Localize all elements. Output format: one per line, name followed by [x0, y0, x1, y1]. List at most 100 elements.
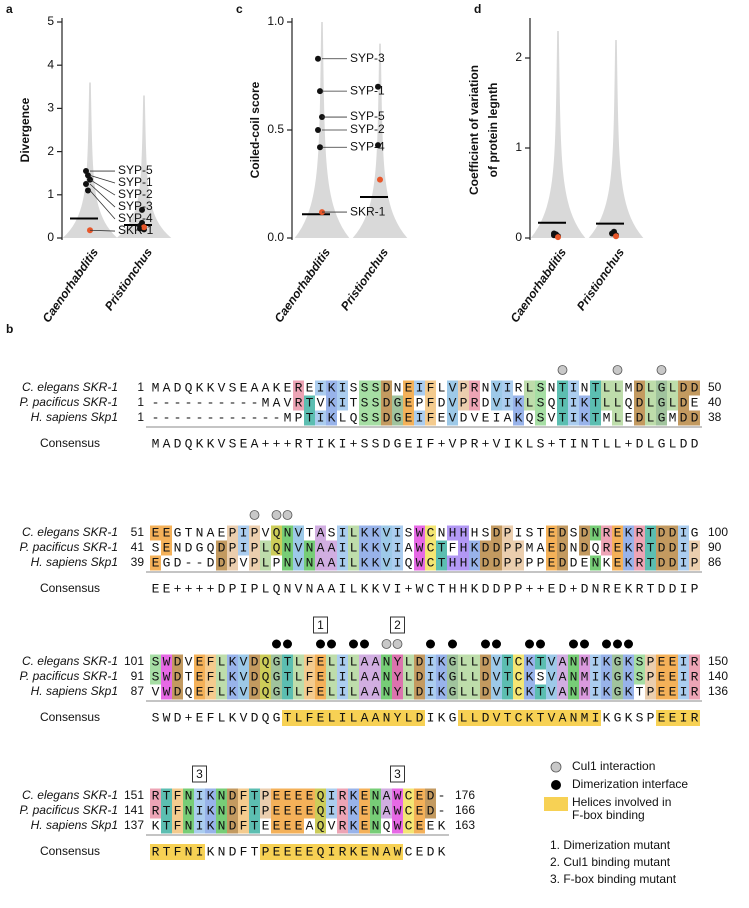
residue-bg: [249, 654, 260, 670]
end-number: 140: [708, 669, 728, 683]
dimer-marker: [272, 639, 281, 649]
residue-bg: [491, 669, 502, 685]
residue-bg: [293, 818, 304, 834]
residue-bg: [579, 525, 590, 541]
residue-bg: [634, 525, 645, 541]
residue-bg: [293, 803, 304, 819]
residue-bg: [557, 654, 568, 670]
panel-label: b: [6, 322, 13, 336]
residue-bg: [678, 669, 689, 685]
residue-bg: [645, 540, 656, 556]
residue-bg: [667, 395, 678, 411]
leader-line: [89, 190, 116, 220]
residue-bg: [359, 525, 370, 541]
point-label: SYP-1: [350, 83, 385, 97]
residue-bg: [656, 555, 667, 571]
residue-bg: [469, 669, 480, 685]
residue-bg: [172, 654, 183, 670]
residue-bg: [381, 788, 392, 804]
residue-bg: [227, 788, 238, 804]
residue-bg: [667, 525, 678, 541]
mutant-box-label: 2: [394, 618, 401, 632]
residue-bg: [535, 654, 546, 670]
residue-bg: [403, 654, 414, 670]
residue-bg: [348, 525, 359, 541]
sequence-name: P. pacificus SKR-1: [20, 669, 119, 683]
residue-bg: [359, 669, 370, 685]
start-number: 39: [131, 555, 145, 569]
data-point: [375, 83, 381, 90]
residue-bg: [458, 540, 469, 556]
residue-bg: [414, 803, 425, 819]
panel-label: d: [474, 2, 481, 16]
point-label: SYP-1: [118, 175, 153, 189]
residue-bg: [326, 684, 337, 700]
residue-bg: [634, 395, 645, 411]
residue-bg: [480, 555, 491, 571]
residue-bg: [282, 803, 293, 819]
residue-bg: [557, 555, 568, 571]
residue-bg: [579, 654, 590, 670]
residue-bg: [304, 395, 315, 411]
residue-bg: [359, 684, 370, 700]
residue-bg: [161, 818, 172, 834]
sequence-name: P. pacificus SKR-1: [20, 395, 119, 409]
data-point: [85, 187, 91, 194]
residue-bg: [392, 540, 403, 556]
start-number: 91: [131, 669, 145, 683]
residue-bg: [634, 540, 645, 556]
residue-bg: [392, 654, 403, 670]
residue-bg: [348, 684, 359, 700]
residue-bg: [381, 669, 392, 685]
residue-bg: [667, 555, 678, 571]
legend-mutant: 1. Dimerization mutant: [550, 838, 671, 852]
legend-helix-symbol: [544, 797, 568, 811]
residue-bg: [293, 684, 304, 700]
panel-label: c: [236, 2, 243, 16]
residue-bg: [436, 654, 447, 670]
residue-bg: [513, 555, 524, 571]
sequence: SENDGQDPIPLQNVNAAILKKVIAWCTFHKDDPPMAEDND…: [152, 540, 702, 555]
dimer-marker: [360, 639, 369, 649]
y-axis-label: Coiled-coil score: [248, 81, 262, 178]
residue-bg: [634, 380, 645, 396]
residue-bg: [227, 654, 238, 670]
residue-bg: [689, 669, 700, 685]
residue-bg: [612, 525, 623, 541]
residue-bg: [458, 380, 469, 396]
consensus-label: Consensus: [40, 436, 100, 450]
data-point: [141, 224, 147, 231]
residue-bg: [282, 684, 293, 700]
start-number: 51: [131, 525, 145, 539]
residue-bg: [645, 684, 656, 700]
residue-bg: [491, 684, 502, 700]
residue-bg: [260, 555, 271, 571]
residue-bg: [524, 669, 535, 685]
mutant-box-label: 3: [196, 767, 203, 781]
residue-bg: [513, 669, 524, 685]
residue-bg: [403, 410, 414, 426]
residue-bg: [249, 803, 260, 819]
start-number: 141: [124, 803, 144, 817]
residue-bg: [315, 684, 326, 700]
residue-bg: [590, 684, 601, 700]
residue-bg: [205, 788, 216, 804]
end-number: 50: [708, 380, 722, 394]
mutant-box: [313, 616, 328, 634]
residue-bg: [304, 803, 315, 819]
residue-bg: [601, 395, 612, 411]
residue-bg: [403, 818, 414, 834]
dimer-marker: [624, 639, 633, 649]
residue-bg: [370, 669, 381, 685]
sequence: ------------MPTIKLQSSDGEIFEVDVEIAKQSVTIK…: [152, 410, 702, 425]
residue-bg: [502, 380, 513, 396]
residue-bg: [447, 410, 458, 426]
residue-bg: [458, 654, 469, 670]
residue-bg: [601, 654, 612, 670]
residue-bg: [667, 380, 678, 396]
residue-bg: [194, 669, 205, 685]
residue-bg: [326, 540, 337, 556]
residue-bg: [205, 803, 216, 819]
residue-bg: [458, 395, 469, 411]
residue-bg: [337, 395, 348, 411]
